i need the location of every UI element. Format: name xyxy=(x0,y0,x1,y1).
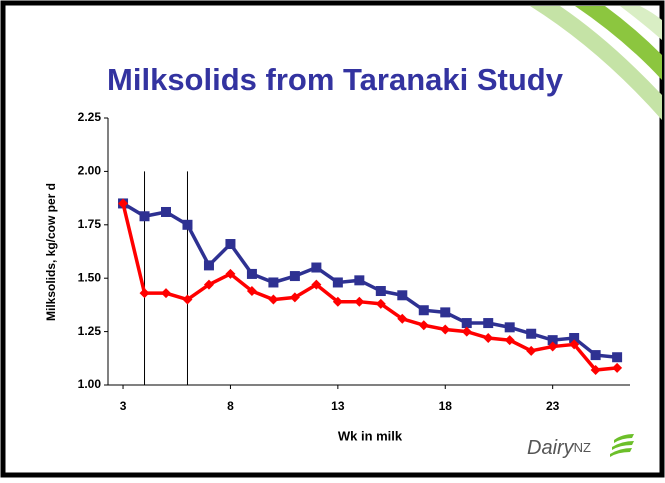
y-tick-label: 1.25 xyxy=(78,324,102,338)
point xyxy=(139,211,150,222)
point xyxy=(569,339,580,350)
point xyxy=(375,298,386,309)
point xyxy=(203,279,214,290)
point xyxy=(590,365,601,376)
point xyxy=(161,206,171,217)
point xyxy=(332,277,343,288)
point xyxy=(483,333,494,344)
point xyxy=(547,341,558,352)
point xyxy=(418,305,429,316)
point xyxy=(526,328,537,339)
point xyxy=(246,286,257,297)
point xyxy=(311,262,322,273)
point xyxy=(332,296,343,307)
point xyxy=(504,322,515,333)
x-tick-label: 13 xyxy=(331,399,345,413)
point xyxy=(504,335,515,346)
point xyxy=(182,294,193,305)
point xyxy=(182,219,193,230)
point xyxy=(375,286,386,297)
corner-swoosh xyxy=(530,6,662,120)
point xyxy=(612,362,623,373)
point xyxy=(590,350,601,361)
point xyxy=(440,307,451,318)
point xyxy=(311,279,322,290)
point xyxy=(225,239,236,250)
point xyxy=(246,268,257,279)
point xyxy=(483,318,494,329)
point xyxy=(418,320,429,331)
y-tick-label: 1.50 xyxy=(78,270,102,284)
point xyxy=(289,292,300,303)
point xyxy=(612,352,623,363)
x-tick-label: 23 xyxy=(546,399,560,413)
x-axis-label: Wk in milk xyxy=(338,428,403,443)
point xyxy=(526,345,537,356)
x-tick-label: 8 xyxy=(227,399,234,413)
point xyxy=(203,260,214,271)
logo-name: Dairy xyxy=(527,437,575,459)
point xyxy=(225,268,236,279)
y-tick-label: 1.00 xyxy=(78,377,102,391)
point xyxy=(354,275,365,286)
x-tick-label: 3 xyxy=(120,399,127,413)
y-tick-label: 2.00 xyxy=(78,164,102,178)
y-tick-label: 1.75 xyxy=(78,217,102,231)
point xyxy=(268,294,279,305)
point xyxy=(354,296,365,307)
logo-text: DairyNZ xyxy=(527,437,591,459)
point xyxy=(139,288,150,299)
point xyxy=(397,313,408,324)
point xyxy=(461,318,472,329)
x-tick-label: 18 xyxy=(439,399,453,413)
y-axis-label: Milksolids, kg/cow per d xyxy=(44,183,58,321)
point xyxy=(569,333,580,344)
chart-title: Milksolids from Taranaki Study xyxy=(107,62,564,97)
logo-suffix: NZ xyxy=(574,440,591,455)
logo: DairyNZ xyxy=(527,434,634,459)
point xyxy=(289,271,300,282)
point xyxy=(440,324,451,335)
point xyxy=(268,277,279,288)
point xyxy=(547,335,558,346)
y-tick-label: 2.25 xyxy=(78,110,102,124)
point xyxy=(118,198,129,209)
point xyxy=(397,290,408,301)
point xyxy=(161,288,171,299)
point xyxy=(461,326,472,337)
